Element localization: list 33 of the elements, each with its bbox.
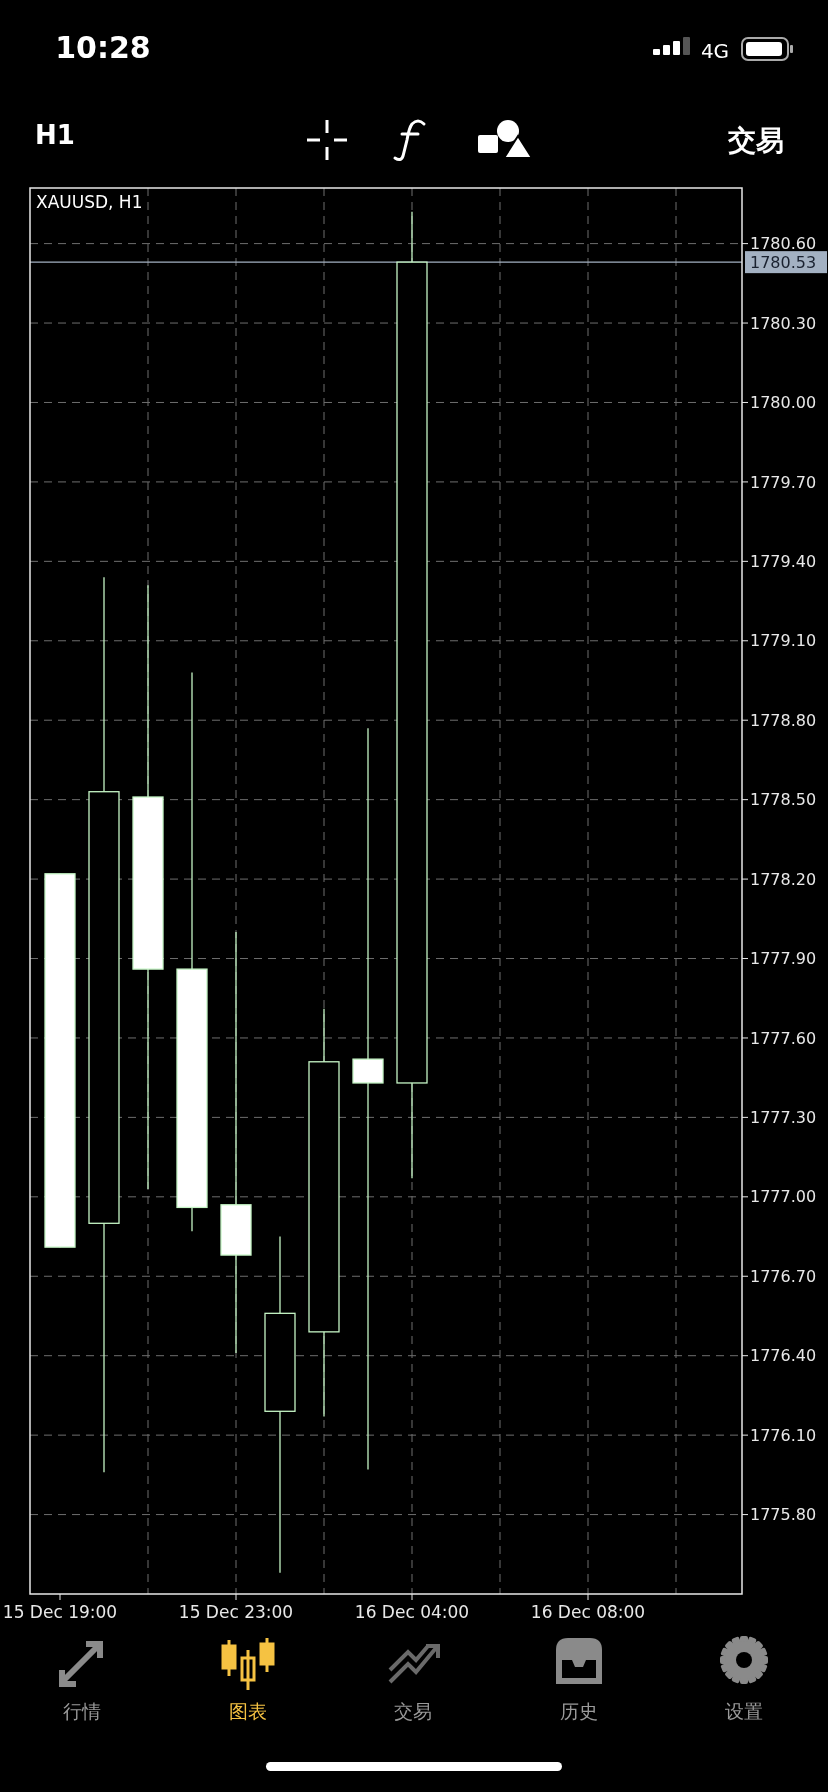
y-tick-label: 1776.10	[750, 1425, 817, 1445]
text: H1	[35, 120, 75, 150]
text: 行情	[63, 1700, 101, 1722]
chart-title: XAUUSD, H1	[36, 192, 143, 212]
y-tick-label: 1778.50	[750, 790, 817, 810]
y-tick-label: 1778.20	[750, 869, 817, 889]
text: 10:28	[55, 30, 151, 65]
candlestick	[352, 727, 384, 1471]
text: 设置	[725, 1700, 763, 1722]
x-tick-label: 16 Dec 08:00	[530, 1602, 646, 1622]
y-tick-label: 1775.80	[750, 1505, 817, 1525]
ref-line-label: 1780.53	[750, 252, 817, 272]
text: 交易	[394, 1700, 432, 1722]
y-tick-label: 1777.90	[750, 949, 817, 969]
y-tick-label: 1780.30	[750, 313, 817, 333]
y-tick-label: 1778.80	[750, 710, 817, 730]
y-tick-label: 1777.00	[750, 1187, 817, 1207]
y-tick-label: 1780.00	[750, 393, 817, 413]
y-tick-label: 1779.10	[750, 631, 817, 651]
text: 历史	[560, 1700, 598, 1722]
y-tick-label: 1779.40	[750, 551, 817, 571]
x-tick-label: 16 Dec 04:00	[354, 1602, 470, 1622]
text: 交易	[727, 124, 784, 157]
y-tick-label: 1777.30	[750, 1107, 817, 1127]
text: 4G	[700, 39, 730, 63]
y-tick-label: 1776.70	[750, 1266, 817, 1286]
x-tick-label: 15 Dec 23:00	[178, 1602, 294, 1622]
y-tick-label: 1777.60	[750, 1028, 817, 1048]
y-tick-label: 1780.60	[750, 234, 817, 254]
x-tick-label: 15 Dec 19:00	[2, 1602, 118, 1622]
text: 图表	[229, 1700, 267, 1722]
y-tick-label: 1776.40	[750, 1346, 817, 1366]
y-tick-label: 1779.70	[750, 472, 817, 492]
